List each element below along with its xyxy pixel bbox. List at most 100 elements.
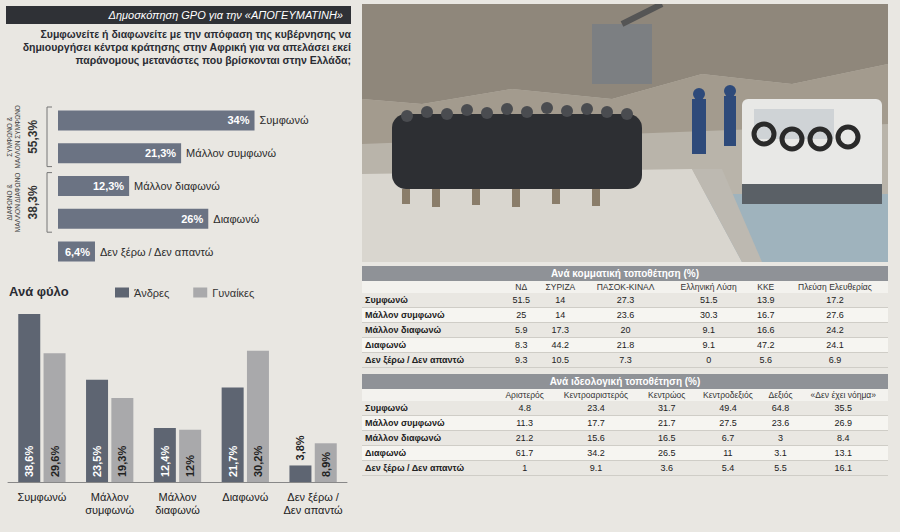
svg-text:38,6%: 38,6%: [23, 446, 35, 477]
html-text:6.9: 6.9: [828, 355, 842, 365]
svg-text:Μάλλον συμφωνώ: Μάλλον συμφωνώ: [186, 147, 276, 159]
html-text:27.6: 27.6: [826, 310, 844, 320]
html-text:9.1: 9.1: [702, 325, 715, 335]
svg-text:8,9%: 8,9%: [320, 452, 332, 477]
html-text:5.9: 5.9: [515, 325, 528, 335]
html-text:Κεντροαριστερός: Κεντροαριστερός: [563, 390, 629, 400]
html-text:Μάλλον συμφωνώ: Μάλλον συμφωνώ: [365, 418, 445, 428]
svg-text:Άνδρες: Άνδρες: [134, 287, 169, 299]
html-text:17.7: 17.7: [587, 418, 605, 428]
svg-text:Γυναίκες: Γυναίκες: [212, 287, 254, 299]
svg-text:6,4%: 6,4%: [65, 246, 90, 258]
svg-text:23,5%: 23,5%: [91, 446, 103, 477]
html-text:Αριστερός: Αριστερός: [505, 390, 544, 400]
html-text:ΚΚΕ: ΚΚΕ: [757, 282, 775, 292]
svg-text:Μάλλον: Μάλλον: [159, 491, 197, 503]
html-text:Δημοσκόπηση GPO για την «ΑΠΟΓΕ: Δημοσκόπηση GPO για την «ΑΠΟΓΕΥΜΑΤΙΝΗ»: [108, 9, 343, 21]
html-text:Ανά ιδεολογική τοποθέτηση (%): Ανά ιδεολογική τοποθέτηση (%): [549, 376, 701, 387]
html-text:51.5: 51.5: [699, 295, 718, 305]
html-text:20: 20: [620, 325, 631, 335]
svg-text:Διαφωνώ: Διαφωνώ: [222, 491, 268, 503]
svg-text:26%: 26%: [181, 213, 203, 225]
html-text:25: 25: [516, 310, 527, 320]
svg-text:34%: 34%: [227, 114, 249, 126]
svg-text:12,4%: 12,4%: [159, 446, 171, 477]
html-text:4.8: 4.8: [518, 403, 531, 413]
html-text:9.1: 9.1: [702, 340, 715, 350]
html-text:11.3: 11.3: [516, 418, 534, 428]
html-text:27.5: 27.5: [719, 418, 737, 428]
html-text:21.7: 21.7: [657, 418, 676, 428]
html-text:ΠΑΣΟΚ-ΚΙΝΑΛ: ΠΑΣΟΚ-ΚΙΝΑΛ: [596, 282, 655, 292]
html-text:Διαφωνώ: Διαφωνώ: [365, 340, 407, 350]
svg-text:ΜΑΛΛΟΝ ΔΙΑΦΩΝΟ: ΜΑΛΛΟΝ ΔΙΑΦΩΝΟ: [14, 173, 21, 233]
html-text:51.5: 51.5: [512, 295, 530, 305]
svg-text:21,7%: 21,7%: [227, 446, 239, 477]
html-text:24.1: 24.1: [826, 340, 844, 350]
html-text:7.3: 7.3: [619, 355, 632, 365]
html-text:35.5: 35.5: [834, 403, 852, 413]
svg-text:Δεν ξέρω / Δεν απαντώ: Δεν ξέρω / Δεν απαντώ: [100, 246, 214, 258]
svg-text:Συμφωνώ: Συμφωνώ: [260, 114, 309, 126]
html-text:Πλεύση Ελευθερίας: Πλεύση Ελευθερίας: [798, 282, 872, 292]
svg-text:Ανά φύλο: Ανά φύλο: [9, 284, 69, 299]
html-text:17.2: 17.2: [826, 295, 844, 305]
html-text:23.4: 23.4: [587, 403, 605, 413]
svg-text:Δεν απαντώ: Δεν απαντώ: [283, 504, 343, 516]
html-text:8.3: 8.3: [515, 340, 528, 350]
svg-text:38,3%: 38,3%: [26, 185, 40, 219]
html-text:Ανά κομματική τοποθέτηση (%): Ανά κομματική τοποθέτηση (%): [551, 268, 699, 279]
svg-text:ΣΥΜΦΩΝΟ &: ΣΥΜΦΩΝΟ &: [6, 116, 13, 156]
svg-text:Δεν ξέρω /: Δεν ξέρω /: [287, 491, 340, 503]
html-text:16.6: 16.6: [757, 325, 775, 335]
html-text:Μάλλον συμφωνώ: Μάλλον συμφωνώ: [365, 310, 445, 320]
html-text:Δεξιός: Δεξιός: [768, 390, 793, 400]
html-text:«Δεν έχει νόημα»: «Δεν έχει νόημα»: [810, 390, 876, 400]
html-text:21.8: 21.8: [616, 340, 635, 350]
html-text:ΝΔ: ΝΔ: [515, 282, 528, 292]
html-text:16.7: 16.7: [757, 310, 775, 320]
svg-text:Μάλλον: Μάλλον: [91, 491, 129, 503]
html-text:31.7: 31.7: [657, 403, 676, 413]
html-text:30.3: 30.3: [699, 310, 718, 320]
svg-text:Μάλλον διαφωνώ: Μάλλον διαφωνώ: [134, 180, 220, 192]
html-text:Συμφωνείτε ή διαφωνείτε με την: Συμφωνείτε ή διαφωνείτε με την απόφαση τ…: [22, 28, 351, 66]
svg-text:30,2%: 30,2%: [252, 446, 264, 477]
html-text:14: 14: [555, 310, 566, 320]
svg-text:διαφωνώ: διαφωνώ: [155, 504, 200, 516]
html-text:14: 14: [555, 295, 566, 305]
html-text:5.6: 5.6: [759, 355, 772, 365]
svg-text:συμφωνώ: συμφωνώ: [85, 504, 134, 516]
svg-text:12%: 12%: [184, 455, 196, 477]
html-text:ΣΥΡΙΖΑ: ΣΥΡΙΖΑ: [545, 282, 576, 292]
html-text:Μάλλον διαφωνώ: Μάλλον διαφωνώ: [365, 325, 442, 335]
html-text:49.4: 49.4: [719, 403, 737, 413]
svg-text:55,3%: 55,3%: [26, 119, 40, 153]
html-text:23.6: 23.6: [616, 310, 635, 320]
html-text:44.2: 44.2: [551, 340, 570, 350]
svg-text:29,6%: 29,6%: [49, 446, 61, 477]
html-text:23.6: 23.6: [771, 418, 790, 428]
html-text:13.9: 13.9: [757, 295, 775, 305]
html-text:Κεντροδεξιός: Κεντροδεξιός: [703, 390, 753, 400]
svg-text:ΜΑΛΛΟΝ ΣΥΜΦΩΝΟ: ΜΑΛΛΟΝ ΣΥΜΦΩΝΟ: [14, 105, 21, 168]
svg-text:21,3%: 21,3%: [145, 147, 176, 159]
svg-text:Συμφωνώ: Συμφωνώ: [17, 491, 66, 503]
svg-text:Διαφωνώ: Διαφωνώ: [213, 213, 259, 225]
html-text:64.8: 64.8: [771, 403, 790, 413]
html-text:Συμφωνώ: Συμφωνώ: [365, 295, 408, 305]
html-text:Συμφωνώ: Συμφωνώ: [365, 403, 408, 413]
svg-text:3,8%: 3,8%: [294, 435, 306, 460]
html-text:Κεντρώος: Κεντρώος: [648, 390, 686, 400]
svg-text:12,3%: 12,3%: [93, 180, 124, 192]
html-text:9.3: 9.3: [515, 355, 528, 365]
html-text:10.5: 10.5: [551, 355, 570, 365]
html-text:47.2: 47.2: [757, 340, 775, 350]
html-text:27.3: 27.3: [616, 295, 635, 305]
html-text:Ελληνική Λύση: Ελληνική Λύση: [680, 282, 737, 292]
svg-text:19,3%: 19,3%: [116, 446, 128, 477]
html-text:Δεν ξέρω / Δεν απαντώ: Δεν ξέρω / Δεν απαντώ: [365, 355, 464, 365]
html-text:24.2: 24.2: [826, 325, 844, 335]
svg-text:ΔΙΑΦΩΝΟ &: ΔΙΑΦΩΝΟ &: [6, 184, 13, 221]
html-text:17.3: 17.3: [551, 325, 570, 335]
